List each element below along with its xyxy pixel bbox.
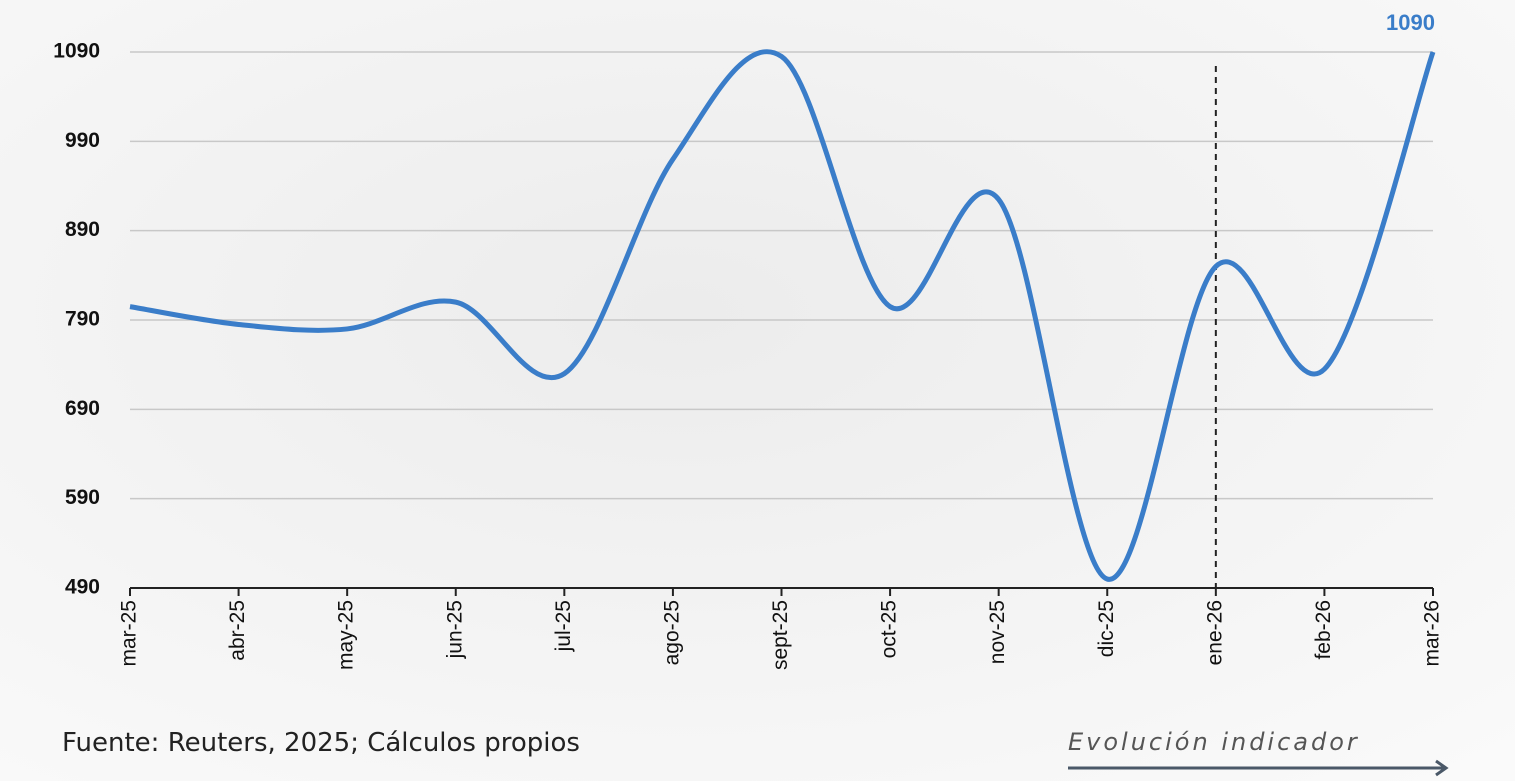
x-tick-label: jul-25 bbox=[552, 600, 575, 652]
data-label: 1090 bbox=[1386, 10, 1435, 35]
x-tick-label: mar-26 bbox=[1421, 600, 1444, 667]
x-tick-label: abr-25 bbox=[226, 600, 249, 661]
caption: Evolución indicador bbox=[1068, 728, 1360, 756]
source-note: Fuente: Reuters, 2025; Cálculos propios bbox=[62, 728, 580, 758]
x-tick-label: nov-25 bbox=[986, 600, 1009, 664]
x-tick-label: sept-25 bbox=[769, 600, 792, 670]
y-tick-label: 890 bbox=[65, 218, 100, 241]
line bbox=[129, 49, 1436, 582]
caption-arrow bbox=[1435, 759, 1449, 777]
y-tick-label: 1090 bbox=[53, 40, 100, 63]
y-tick-label: 690 bbox=[65, 397, 100, 420]
x-tick-label: oct-25 bbox=[878, 600, 901, 658]
y-tick-label: 790 bbox=[65, 308, 100, 331]
x-tick-label: jun-25 bbox=[443, 600, 466, 659]
y-tick-label: 590 bbox=[65, 486, 100, 509]
x-tick-label: may-25 bbox=[335, 600, 358, 670]
y-tick-label: 990 bbox=[65, 129, 100, 152]
y-tick-label: 490 bbox=[65, 576, 100, 599]
x-tick-label: dic-25 bbox=[1095, 600, 1118, 657]
x-tick-label: feb-26 bbox=[1312, 600, 1335, 660]
x-tick-label: ago-25 bbox=[660, 600, 683, 665]
x-tick-label: mar-25 bbox=[118, 600, 141, 667]
x-tick-label: ene-26 bbox=[1203, 600, 1226, 665]
